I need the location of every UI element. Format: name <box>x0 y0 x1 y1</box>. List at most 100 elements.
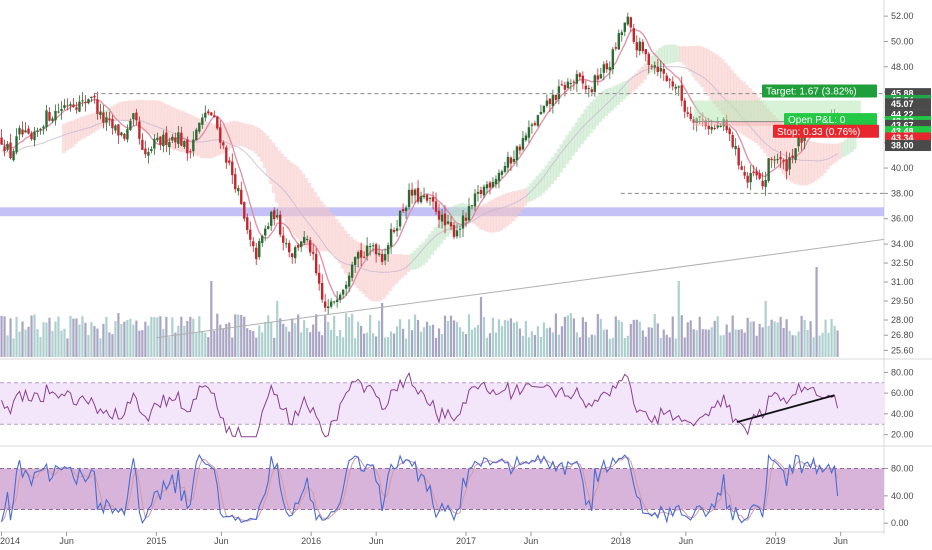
candle-body[interactable] <box>755 171 758 176</box>
candle-body[interactable] <box>141 139 144 150</box>
price-trendline[interactable] <box>156 238 885 339</box>
candle-body[interactable] <box>617 33 621 50</box>
candle-body[interactable] <box>246 217 249 230</box>
candle-body[interactable] <box>335 299 339 303</box>
candle-body[interactable] <box>222 142 225 146</box>
candle-body[interactable] <box>752 171 755 174</box>
candle-body[interactable] <box>66 105 69 107</box>
candle-body[interactable] <box>629 17 633 28</box>
candle-body[interactable] <box>27 128 30 134</box>
candle-body[interactable] <box>458 228 462 230</box>
target-label[interactable]: Target: 1.67 (3.82%) <box>762 84 877 98</box>
candle-body[interactable] <box>779 157 782 160</box>
candle-body[interactable] <box>368 246 372 248</box>
candle-body[interactable] <box>30 133 33 140</box>
candle-body[interactable] <box>509 157 513 164</box>
candle-body[interactable] <box>48 112 51 121</box>
candle-body[interactable] <box>108 118 111 120</box>
candle-body[interactable] <box>515 146 519 161</box>
candle-body[interactable] <box>650 66 653 68</box>
candle-body[interactable] <box>147 152 150 156</box>
candle-body[interactable] <box>686 112 689 114</box>
candle-body[interactable] <box>288 243 291 253</box>
candle-body[interactable] <box>776 159 779 161</box>
candle-body[interactable] <box>578 73 582 77</box>
candle-body[interactable] <box>392 229 396 232</box>
candle-body[interactable] <box>204 112 207 118</box>
candle-body[interactable] <box>189 151 192 153</box>
candle-body[interactable] <box>186 139 189 154</box>
candle-body[interactable] <box>641 41 644 52</box>
candle-body[interactable] <box>356 252 360 259</box>
candle-body[interactable] <box>764 180 767 187</box>
candle-body[interactable] <box>500 171 504 175</box>
candle-body[interactable] <box>276 215 279 218</box>
candle-body[interactable] <box>488 182 492 188</box>
candle-body[interactable] <box>21 129 24 135</box>
candle-body[interactable] <box>710 126 713 130</box>
candle-body[interactable] <box>731 135 734 148</box>
candle-body[interactable] <box>311 252 315 254</box>
candle-body[interactable] <box>237 188 240 192</box>
candle-body[interactable] <box>446 221 450 224</box>
candle-body[interactable] <box>644 49 647 55</box>
candle-body[interactable] <box>377 253 381 255</box>
candle-body[interactable] <box>3 146 6 152</box>
candle-body[interactable] <box>350 264 354 278</box>
candle-body[interactable] <box>443 213 447 226</box>
candle-body[interactable] <box>210 112 213 116</box>
candle-body[interactable] <box>536 115 540 126</box>
candle-body[interactable] <box>383 254 387 261</box>
candle-body[interactable] <box>36 131 39 133</box>
rsi-trendline[interactable] <box>736 394 835 424</box>
candle-body[interactable] <box>611 49 615 70</box>
candle-body[interactable] <box>431 197 435 202</box>
candle-body[interactable] <box>569 83 573 85</box>
candle-body[interactable] <box>476 191 480 194</box>
candle-body[interactable] <box>144 148 147 155</box>
candle-body[interactable] <box>117 124 120 136</box>
candle-body[interactable] <box>530 124 534 126</box>
candle-body[interactable] <box>470 205 474 207</box>
candle-body[interactable] <box>231 161 234 176</box>
candle-body[interactable] <box>659 67 662 72</box>
candle-body[interactable] <box>18 128 21 135</box>
candle-body[interactable] <box>234 174 237 190</box>
stop-label[interactable]: Stop: 0.33 (0.76%) <box>773 124 879 138</box>
candle-body[interactable] <box>249 229 252 240</box>
candle-body[interactable] <box>428 197 432 199</box>
candle-body[interactable] <box>737 147 740 166</box>
candle-body[interactable] <box>491 181 495 188</box>
candle-body[interactable] <box>150 149 153 152</box>
candle-body[interactable] <box>0 137 3 145</box>
candle-body[interactable] <box>60 108 63 111</box>
candle-body[interactable] <box>719 125 722 128</box>
candle-body[interactable] <box>347 275 351 287</box>
candle-body[interactable] <box>326 306 330 309</box>
candle-body[interactable] <box>93 95 96 98</box>
candle-body[interactable] <box>437 210 441 220</box>
candle-body[interactable] <box>389 229 393 247</box>
candle-body[interactable] <box>449 222 453 227</box>
candle-body[interactable] <box>668 79 671 81</box>
candle-body[interactable] <box>81 100 84 102</box>
candle-body[interactable] <box>24 130 27 133</box>
candle-body[interactable] <box>653 65 656 68</box>
candle-body[interactable] <box>713 127 716 129</box>
candle-body[interactable] <box>749 172 752 183</box>
candle-body[interactable] <box>386 245 390 255</box>
candle-body[interactable] <box>344 284 348 289</box>
candle-body[interactable] <box>785 159 788 172</box>
candle-body[interactable] <box>419 196 423 203</box>
candle-body[interactable] <box>461 215 465 229</box>
candle-body[interactable] <box>341 289 345 295</box>
candle-body[interactable] <box>671 81 674 87</box>
candle-body[interactable] <box>689 113 692 120</box>
candle-body[interactable] <box>584 85 588 90</box>
candle-body[interactable] <box>90 96 93 98</box>
candle-body[interactable] <box>788 157 791 170</box>
candle-body[interactable] <box>213 115 216 118</box>
candle-body[interactable] <box>177 132 180 144</box>
candle-body[interactable] <box>626 16 630 25</box>
